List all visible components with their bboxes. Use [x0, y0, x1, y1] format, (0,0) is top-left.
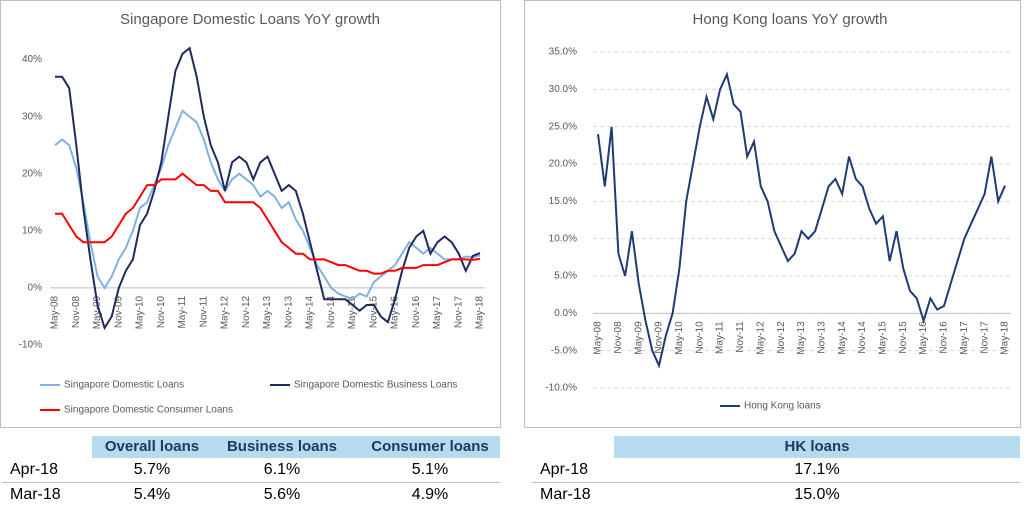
table-cell: 5.6%	[264, 486, 300, 503]
y-tick-label: 10.0%	[549, 233, 577, 244]
x-tick-label: May-14	[305, 295, 316, 329]
x-tick-label: Nov-15	[368, 295, 379, 328]
y-tick-label: -10%	[19, 340, 42, 351]
x-tick-label: May-10	[674, 321, 685, 355]
y-tick-label: 20%	[22, 168, 42, 179]
table-cell: 17.1%	[794, 461, 839, 478]
table-cell: 5.1%	[412, 461, 448, 478]
x-tick-label: Nov-13	[283, 295, 294, 328]
x-tick-label: Nov-10	[694, 321, 705, 354]
x-tick-label: May-09	[633, 321, 644, 355]
table-row-label: Mar-18	[540, 486, 591, 503]
x-tick-label: May-12	[755, 321, 766, 355]
y-tick-label: -10.0%	[545, 383, 577, 394]
series-line	[55, 172, 481, 275]
x-tick-label: May-08	[593, 321, 604, 355]
y-tick-label: 30%	[22, 111, 42, 122]
x-tick-label: May-18	[1000, 321, 1011, 355]
table-header: Business loans	[227, 438, 337, 455]
x-tick-label: Nov-14	[326, 295, 337, 328]
x-tick-label: May-15	[347, 295, 358, 329]
y-tick-label: 40%	[22, 54, 42, 65]
x-tick-label: Nov-11	[735, 321, 746, 353]
x-tick-label: May-10	[135, 295, 146, 329]
x-tick-label: Nov-12	[241, 295, 252, 328]
x-tick-label: May-12	[220, 295, 231, 329]
legend-label: Singapore Domestic Loans	[64, 380, 184, 391]
x-tick-label: May-15	[878, 321, 889, 355]
y-tick-label: 30.0%	[549, 84, 577, 95]
x-tick-label: May-14	[837, 321, 848, 355]
x-tick-label: May-16	[390, 295, 401, 329]
y-tick-label: 0%	[28, 283, 43, 294]
legend-label: Singapore Domestic Business Loans	[294, 380, 457, 391]
y-tick-label: 5.0%	[554, 271, 577, 282]
table-cell: 6.1%	[264, 461, 300, 478]
x-tick-label: Nov-12	[776, 321, 787, 354]
table-cell: 4.9%	[412, 486, 448, 503]
table-cell: 5.7%	[134, 461, 170, 478]
chart-title: Singapore Domestic Loans YoY growth	[120, 11, 380, 28]
x-tick-label: Nov-08	[613, 321, 624, 354]
x-tick-label: Nov-16	[939, 321, 950, 354]
x-tick-label: May-17	[432, 295, 443, 329]
x-tick-label: May-09	[92, 295, 103, 329]
table-cell: 5.4%	[134, 486, 170, 503]
y-tick-label: 15.0%	[549, 196, 577, 207]
x-tick-label: Nov-08	[71, 295, 82, 328]
x-tick-label: Nov-11	[198, 295, 209, 327]
x-tick-label: May-11	[177, 295, 188, 328]
chart-title: Hong Kong loans YoY growth	[693, 11, 888, 28]
x-tick-label: May-17	[959, 321, 970, 355]
table-row-label: Apr-18	[540, 461, 588, 478]
x-tick-label: Nov-14	[857, 321, 868, 354]
series-line	[55, 46, 481, 331]
table-header: Overall loans	[105, 438, 199, 455]
chart-frame	[0, 0, 501, 428]
x-tick-label: May-13	[796, 321, 807, 355]
legend-label: Hong Kong loans	[744, 401, 821, 412]
series-line	[597, 71, 1006, 369]
y-tick-label: 10%	[22, 225, 42, 236]
x-tick-label: Nov-09	[113, 295, 124, 328]
table-row-label: Mar-18	[10, 486, 61, 503]
y-tick-label: 35.0%	[549, 47, 577, 58]
x-tick-label: Nov-17	[453, 295, 464, 328]
table-header-bg	[614, 436, 1020, 458]
x-tick-label: Nov-13	[816, 321, 827, 354]
series-line	[54, 109, 481, 301]
x-tick-label: Nov-15	[898, 321, 909, 354]
table-header: Consumer loans	[371, 438, 489, 455]
x-tick-label: May-18	[475, 295, 486, 329]
x-tick-label: Nov-09	[654, 321, 665, 354]
x-tick-label: Nov-10	[156, 295, 167, 328]
table-header-bg	[92, 436, 500, 458]
y-tick-label: 25.0%	[549, 121, 577, 132]
y-tick-label: -5.0%	[551, 345, 577, 356]
x-tick-label: Nov-17	[979, 321, 990, 354]
table-row-label: Apr-18	[10, 461, 58, 478]
legend-label: Singapore Domestic Consumer Loans	[64, 405, 233, 416]
x-tick-label: May-11	[715, 321, 726, 354]
y-tick-label: 20.0%	[549, 159, 577, 170]
x-tick-label: May-16	[918, 321, 929, 355]
chart-frame	[524, 0, 1021, 428]
x-tick-label: May-08	[50, 295, 61, 329]
table-header: HK loans	[784, 438, 849, 455]
x-tick-label: May-13	[262, 295, 273, 329]
x-tick-label: Nov-16	[411, 295, 422, 328]
table-cell: 15.0%	[794, 486, 839, 503]
y-tick-label: 0.0%	[554, 308, 577, 319]
